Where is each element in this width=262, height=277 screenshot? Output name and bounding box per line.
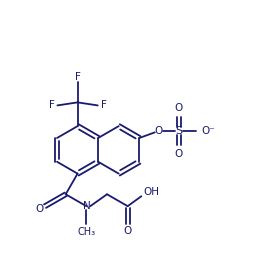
Text: F: F <box>101 101 107 111</box>
Text: CH₃: CH₃ <box>77 227 95 237</box>
Text: OH: OH <box>143 187 159 197</box>
Text: N: N <box>84 201 91 211</box>
Text: S: S <box>175 126 182 136</box>
Text: F: F <box>75 72 80 82</box>
Text: O: O <box>175 149 183 159</box>
Text: O: O <box>175 103 183 113</box>
Text: F: F <box>48 101 54 111</box>
Text: O: O <box>155 126 163 136</box>
Text: O: O <box>124 226 132 236</box>
Text: O⁻: O⁻ <box>201 126 215 136</box>
Text: O: O <box>35 204 43 214</box>
